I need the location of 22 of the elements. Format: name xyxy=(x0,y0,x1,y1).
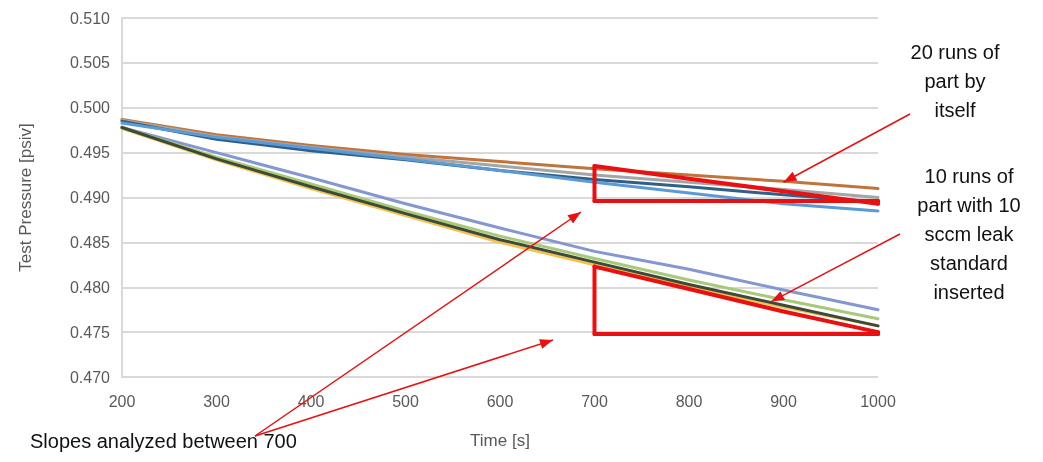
y-tick-label: 0.490 xyxy=(69,189,111,206)
y-tick-label: 0.480 xyxy=(69,278,111,296)
y-tick-label: 0.500 xyxy=(69,99,111,117)
x-tick-label: 1000 xyxy=(860,392,896,410)
x-tick-label: 700 xyxy=(581,392,608,410)
text: Slopes analyzed between 700 xyxy=(30,429,298,454)
y-tick-label: 0.495 xyxy=(69,144,111,162)
x-tick-label: 300 xyxy=(203,392,230,410)
x-tick-label: 800 xyxy=(675,392,703,410)
annotation: 10 runs of part with 10 sccm leak standard inserted xyxy=(916,164,1022,305)
x-axis-title: Time [s] xyxy=(470,431,530,450)
y-axis-title: Test Pressure [psiv] xyxy=(16,123,35,272)
y-tick-label: 0.475 xyxy=(69,323,111,341)
y-tick-label: 0.505 xyxy=(69,54,111,72)
x-tick-label: 200 xyxy=(108,392,136,410)
annotation: 20 runs of part by itself xyxy=(909,40,1001,123)
x-tick-label: 900 xyxy=(770,392,797,410)
x-tick-label: 600 xyxy=(486,392,514,410)
y-tick-label: 0.510 xyxy=(69,9,111,27)
y-tick-label: 0.470 xyxy=(69,368,111,386)
x-tick-label: 500 xyxy=(392,392,419,410)
y-tick-label: 0.485 xyxy=(69,233,111,251)
